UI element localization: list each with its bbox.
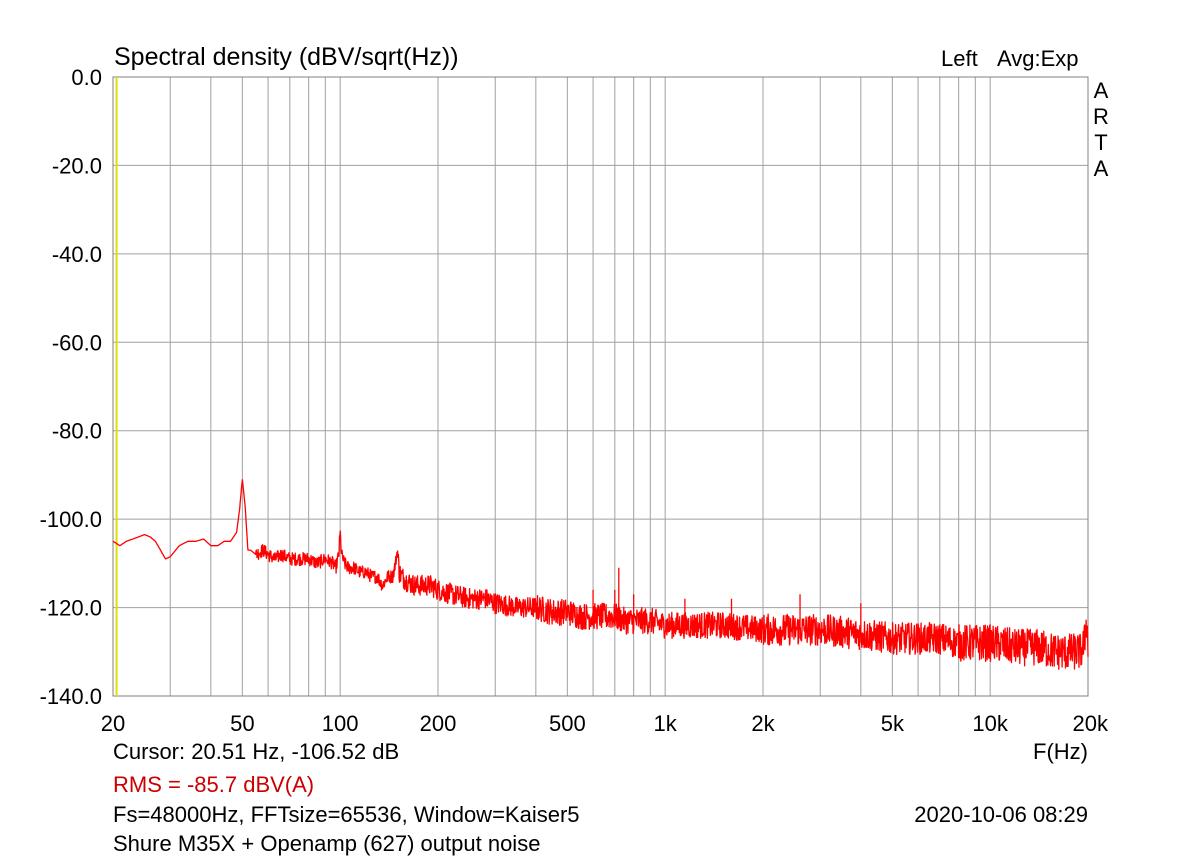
- x-tick-label: 10k: [972, 711, 1008, 736]
- arta-brand: A R T A: [1093, 78, 1109, 181]
- brand-letter-r: R: [1093, 104, 1109, 129]
- measurement-description: Shure M35X + Openamp (627) output noise: [113, 831, 540, 856]
- brand-letter-a2: A: [1094, 156, 1109, 181]
- y-tick-label: -140.0: [40, 684, 102, 709]
- y-tick-label: -100.0: [40, 507, 102, 532]
- x-tick-label: 500: [549, 711, 586, 736]
- measurement-params: Fs=48000Hz, FFTsize=65536, Window=Kaiser…: [113, 802, 580, 827]
- x-tick-label: 1k: [654, 711, 678, 736]
- y-tick-label: -60.0: [52, 330, 102, 355]
- cursor-readout: Cursor: 20.51 Hz, -106.52 dB: [113, 739, 399, 764]
- y-tick-labels: 0.0 -20.0 -40.0 -60.0 -80.0 -100.0 -120.0 -140.…: [40, 65, 102, 709]
- x-tick-labels: 20 50 100 200 500 1k 2k 5k 10k 20k: [101, 711, 1109, 736]
- trace-layer: [112, 479, 1089, 670]
- plot-frame: [112, 76, 1089, 697]
- brand-letter-t: T: [1094, 130, 1107, 155]
- x-tick-label: 50: [230, 711, 254, 736]
- rms-readout: RMS = -85.7 dBV(A): [113, 772, 314, 797]
- channel-label: Left: [941, 46, 978, 71]
- chart-title: Spectral density (dBV/sqrt(Hz)): [114, 43, 459, 71]
- y-tick-label: 0.0: [71, 65, 102, 90]
- timestamp: 2020-10-06 08:29: [914, 802, 1088, 827]
- y-tick-label: -80.0: [52, 419, 102, 444]
- spectrum-trace: [112, 479, 1089, 670]
- y-tick-label: -120.0: [40, 596, 102, 621]
- x-tick-label: 200: [420, 711, 457, 736]
- x-tick-label: 100: [322, 711, 359, 736]
- y-tick-label: -40.0: [52, 242, 102, 267]
- x-tick-label: 2k: [751, 711, 775, 736]
- x-tick-label: 20: [101, 711, 125, 736]
- brand-letter-a1: A: [1094, 78, 1109, 103]
- averaging-label: Avg:Exp: [997, 46, 1079, 71]
- x-tick-label: 20k: [1073, 711, 1109, 736]
- x-tick-label: 5k: [881, 711, 905, 736]
- y-tick-label: -20.0: [52, 153, 102, 178]
- x-axis-label: F(Hz): [1033, 739, 1088, 764]
